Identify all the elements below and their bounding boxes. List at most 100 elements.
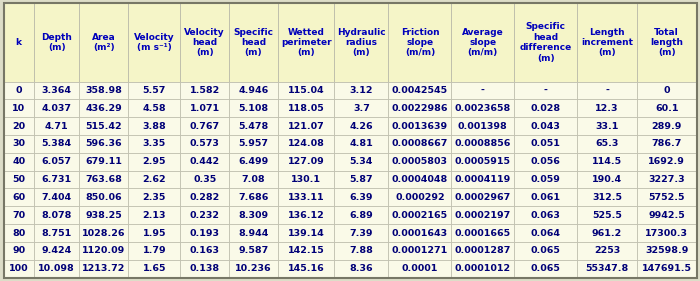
Bar <box>229 153 278 171</box>
Text: 1.071: 1.071 <box>190 104 220 113</box>
Text: 0.0001271: 0.0001271 <box>392 246 448 255</box>
Bar <box>229 224 278 242</box>
Bar <box>79 242 128 260</box>
Bar <box>637 3 696 81</box>
Bar <box>389 206 452 224</box>
Bar <box>278 224 335 242</box>
Text: 515.42: 515.42 <box>85 122 122 131</box>
Text: 90: 90 <box>12 246 25 255</box>
Bar <box>514 224 578 242</box>
Bar <box>335 99 388 117</box>
Text: 55347.8: 55347.8 <box>585 264 629 273</box>
Bar <box>34 260 79 278</box>
Bar <box>278 189 335 206</box>
Text: 0.059: 0.059 <box>531 175 561 184</box>
Text: k: k <box>15 38 22 47</box>
Text: 65.3: 65.3 <box>595 139 619 148</box>
Text: 0.051: 0.051 <box>531 139 561 148</box>
Text: 139.14: 139.14 <box>288 228 325 237</box>
Text: 4.81: 4.81 <box>349 139 373 148</box>
Text: 2.13: 2.13 <box>143 211 166 220</box>
Text: 80: 80 <box>12 228 25 237</box>
Text: 7.39: 7.39 <box>349 228 373 237</box>
Text: 436.29: 436.29 <box>85 104 122 113</box>
Bar <box>79 81 128 99</box>
Text: 118.05: 118.05 <box>288 104 325 113</box>
Text: Total
length
(m): Total length (m) <box>650 28 683 57</box>
Bar <box>452 171 514 189</box>
Bar <box>514 171 578 189</box>
Bar <box>4 153 34 171</box>
Bar <box>335 260 388 278</box>
Bar <box>335 206 388 224</box>
Text: 786.7: 786.7 <box>652 139 682 148</box>
Text: 5.34: 5.34 <box>350 157 373 166</box>
Bar <box>181 81 229 99</box>
Text: 0.0004048: 0.0004048 <box>392 175 448 184</box>
Text: 0.0022986: 0.0022986 <box>392 104 448 113</box>
Text: 3227.3: 3227.3 <box>648 175 685 184</box>
Bar <box>637 224 696 242</box>
Text: 2.62: 2.62 <box>142 175 166 184</box>
Text: 0.163: 0.163 <box>190 246 220 255</box>
Bar <box>4 81 34 99</box>
Text: 5.57: 5.57 <box>143 86 166 95</box>
Bar <box>389 117 452 135</box>
Text: 0.573: 0.573 <box>190 139 220 148</box>
Bar <box>34 99 79 117</box>
Bar <box>452 81 514 99</box>
Bar <box>278 260 335 278</box>
Bar <box>4 135 34 153</box>
Bar <box>79 189 128 206</box>
Text: 20: 20 <box>12 122 25 131</box>
Bar <box>452 206 514 224</box>
Bar <box>79 153 128 171</box>
Text: 0.0008856: 0.0008856 <box>455 139 511 148</box>
Bar <box>637 206 696 224</box>
Text: 3.88: 3.88 <box>142 122 166 131</box>
Text: Velocity
head
(m): Velocity head (m) <box>184 28 225 57</box>
Text: 4.946: 4.946 <box>239 86 269 95</box>
Bar <box>452 260 514 278</box>
Bar <box>79 206 128 224</box>
Text: 8.078: 8.078 <box>41 211 72 220</box>
Bar <box>34 242 79 260</box>
Text: 127.09: 127.09 <box>288 157 325 166</box>
Bar <box>128 260 181 278</box>
Text: 5.87: 5.87 <box>349 175 373 184</box>
Bar <box>389 135 452 153</box>
Bar <box>34 117 79 135</box>
Text: 0.0002165: 0.0002165 <box>392 211 448 220</box>
Bar <box>278 81 335 99</box>
Text: 50: 50 <box>12 175 25 184</box>
Bar <box>578 81 637 99</box>
Bar <box>389 224 452 242</box>
Bar <box>229 189 278 206</box>
Bar <box>452 153 514 171</box>
Text: -: - <box>544 86 547 95</box>
Text: Area
(m²): Area (m²) <box>92 33 116 52</box>
Bar <box>514 117 578 135</box>
Bar <box>578 189 637 206</box>
Text: 7.686: 7.686 <box>238 193 269 202</box>
Bar <box>229 81 278 99</box>
Text: 145.16: 145.16 <box>288 264 325 273</box>
Text: 0.0005803: 0.0005803 <box>392 157 448 166</box>
Bar <box>389 260 452 278</box>
Text: 0.35: 0.35 <box>193 175 216 184</box>
Text: 8.309: 8.309 <box>239 211 269 220</box>
Text: 0.0001: 0.0001 <box>402 264 438 273</box>
Text: Average
slope
(m/m): Average slope (m/m) <box>462 28 504 57</box>
Bar <box>452 242 514 260</box>
Bar <box>34 81 79 99</box>
Text: 6.499: 6.499 <box>239 157 269 166</box>
Bar <box>181 117 229 135</box>
Text: 32598.9: 32598.9 <box>645 246 688 255</box>
Bar <box>514 99 578 117</box>
Text: 525.5: 525.5 <box>592 211 622 220</box>
Bar <box>4 117 34 135</box>
Bar <box>389 3 452 81</box>
Text: 3.12: 3.12 <box>349 86 373 95</box>
Bar <box>229 117 278 135</box>
Bar <box>514 242 578 260</box>
